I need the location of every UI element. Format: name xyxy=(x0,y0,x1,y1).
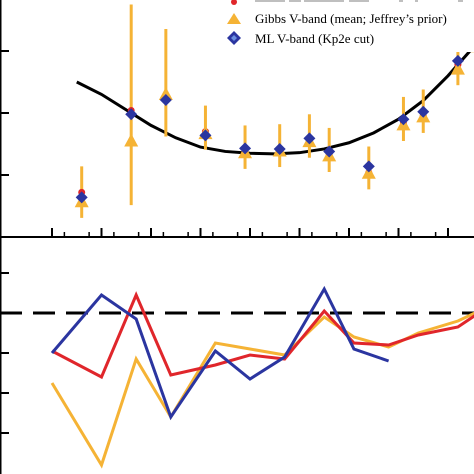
point-blue-diamond xyxy=(75,191,88,204)
point-blue-diamond xyxy=(417,105,430,118)
residual-line-gold xyxy=(50,311,474,469)
point-blue-diamond xyxy=(323,145,336,158)
point-blue-diamond xyxy=(451,54,464,67)
legend-triangle-icon xyxy=(227,13,241,24)
top-x-ticks xyxy=(51,228,449,237)
residual-line-red xyxy=(51,291,474,380)
legend-entry-gibbs: Gibbs V-band (mean; Jeffrey’s prior) xyxy=(227,11,447,26)
legend-box xyxy=(206,0,474,52)
point-blue-diamond xyxy=(362,160,375,173)
point-blue-diamond xyxy=(239,142,252,155)
point-blue-diamond xyxy=(397,113,410,126)
legend-label-gibbs: Gibbs V-band (mean; Jeffrey’s prior) xyxy=(255,11,447,26)
legend: Gibbs V-band (mean; Jeffrey’s prior) ML … xyxy=(206,0,474,52)
point-gold-triangle xyxy=(450,61,465,75)
model-curve xyxy=(76,43,474,156)
point-blue-diamond xyxy=(199,129,212,142)
point-blue-diamond xyxy=(125,108,138,121)
data-points xyxy=(74,4,474,218)
bottom-panel xyxy=(0,237,474,474)
top-panel xyxy=(0,0,474,238)
point-blue-diamond xyxy=(159,93,172,106)
point-gold-triangle xyxy=(158,87,173,101)
point-blue-diamond xyxy=(273,142,286,155)
legend-entry-partial xyxy=(231,0,470,5)
point-blue-diamond xyxy=(303,132,316,145)
residual-line-blue xyxy=(50,285,390,421)
legend-entry-ml: ML V-band (Kp2e cut) xyxy=(227,31,374,46)
legend-label-ml: ML V-band (Kp2e cut) xyxy=(255,31,374,46)
point-gold-triangle xyxy=(124,133,139,147)
